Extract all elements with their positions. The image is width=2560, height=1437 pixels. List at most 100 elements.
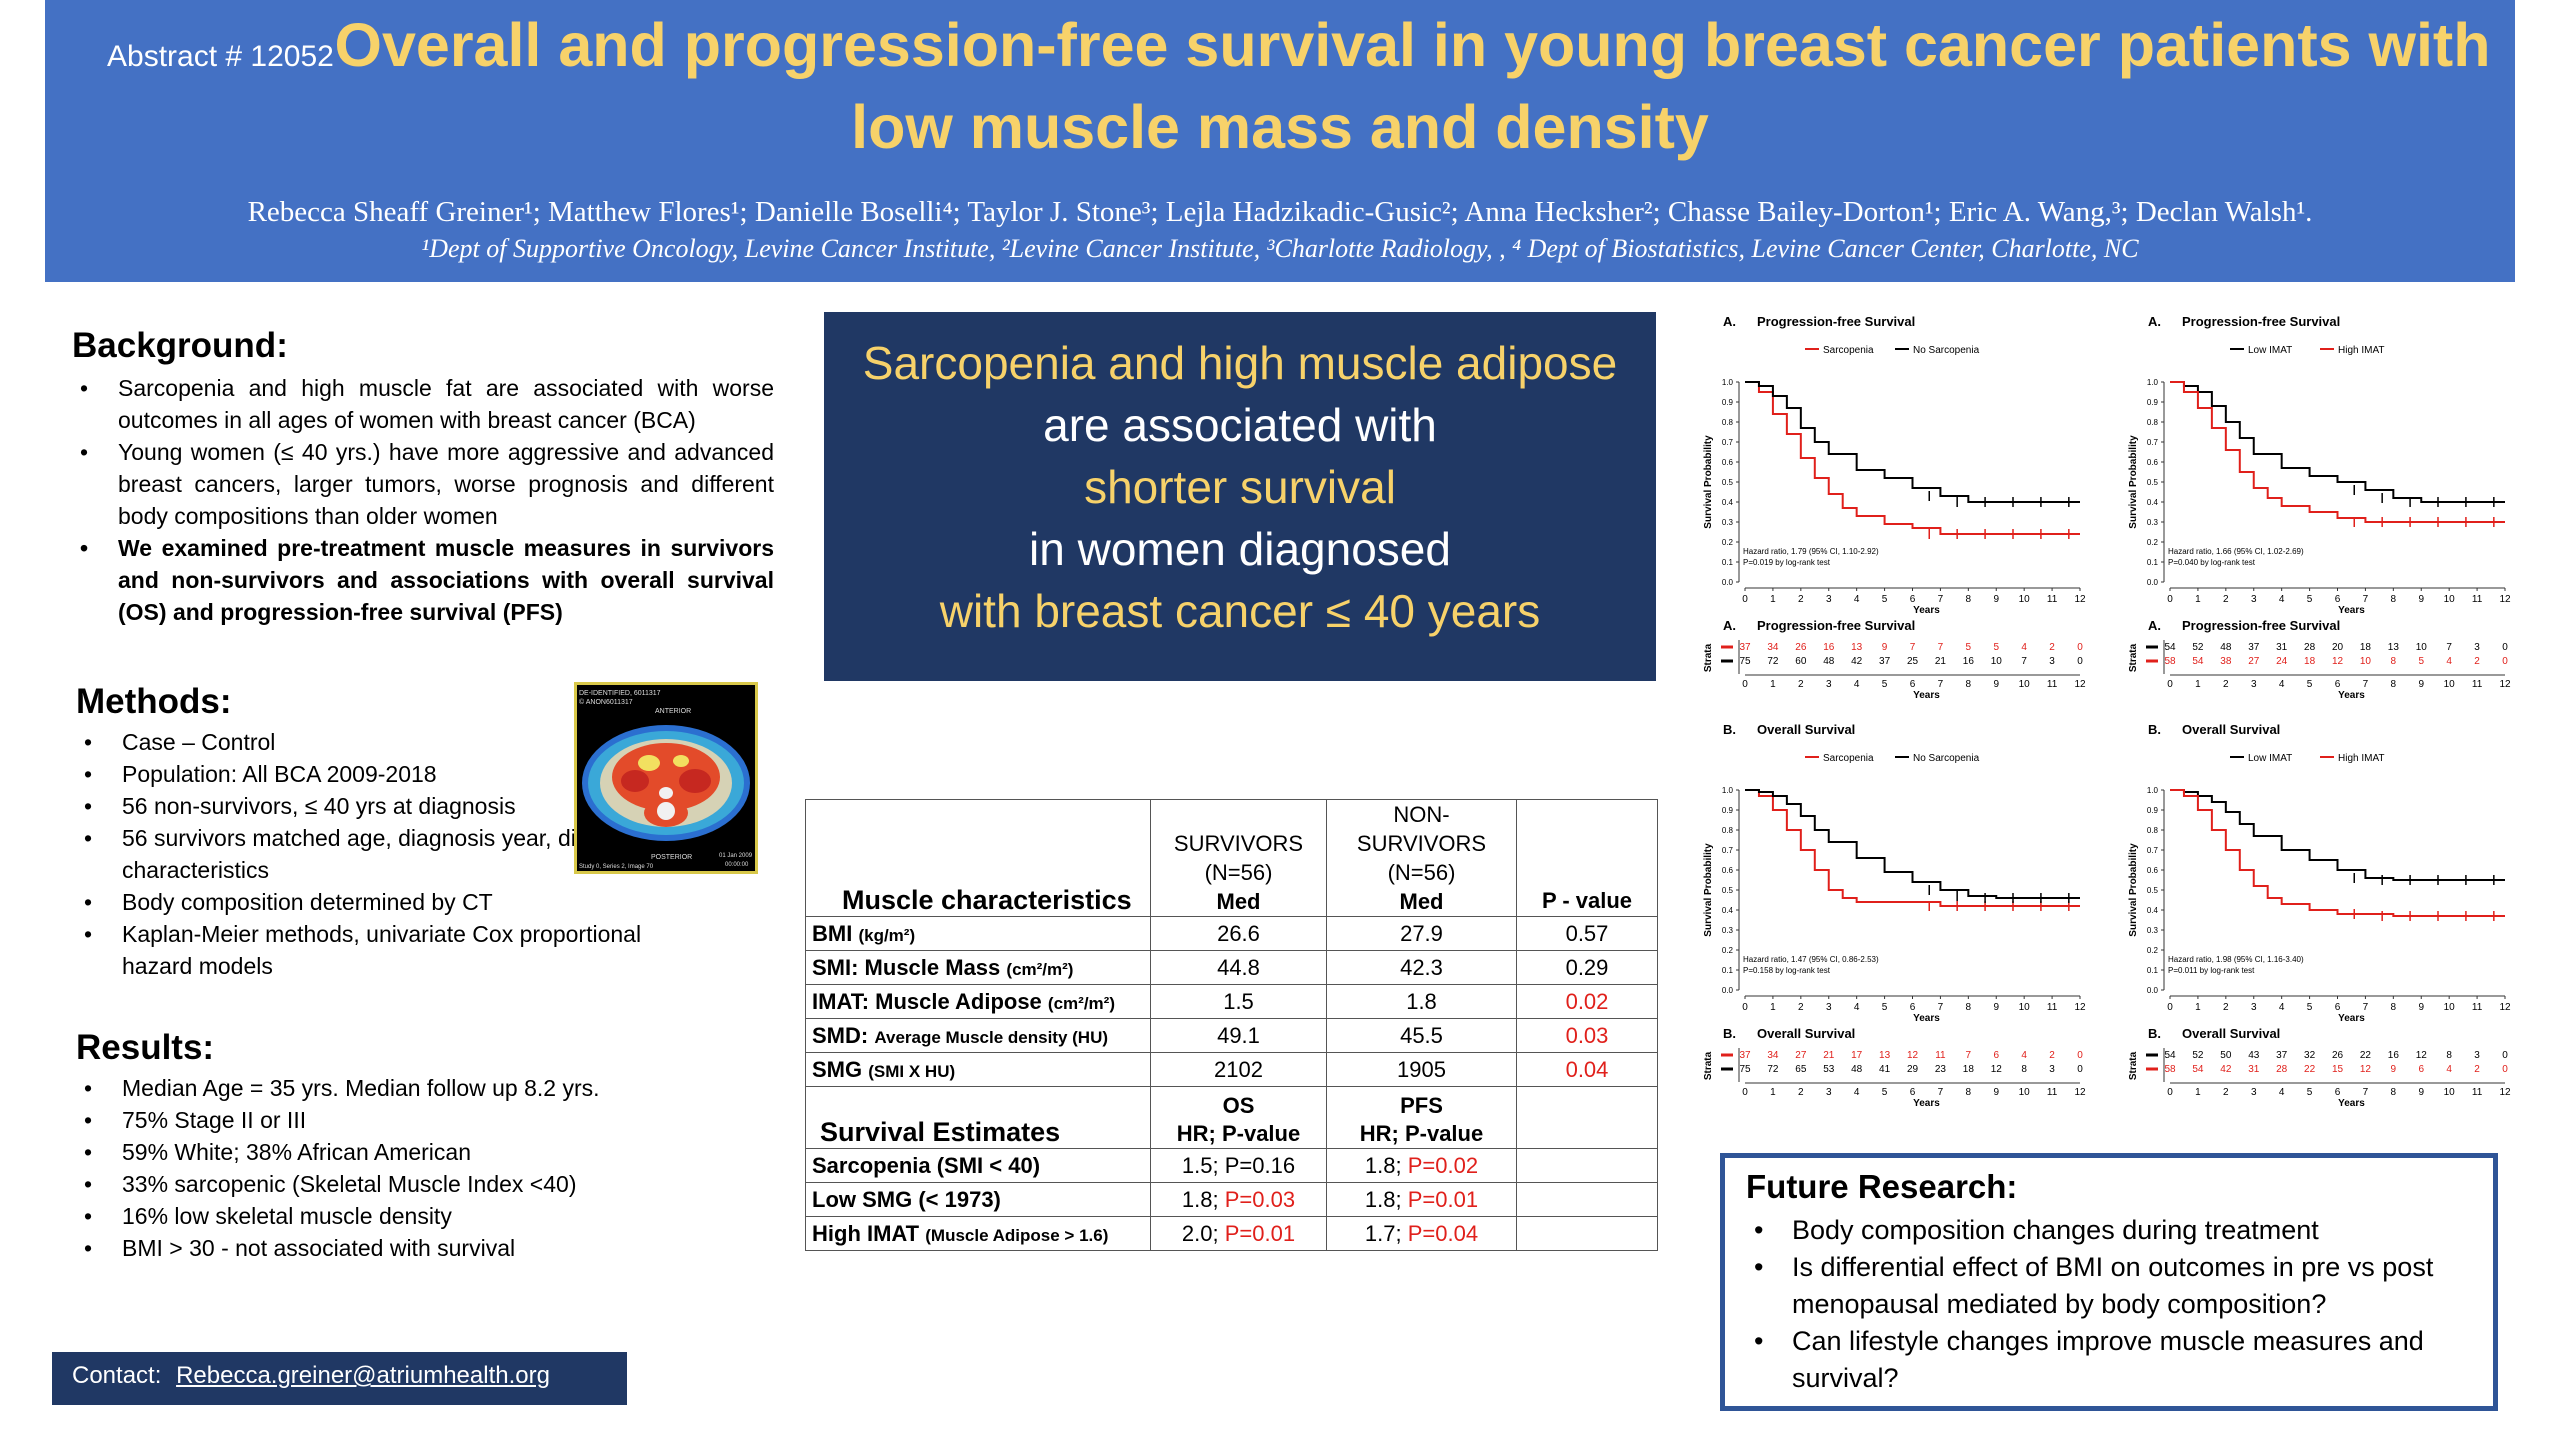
pfs-hr: 1.8; <box>1364 1152 1408 1178</box>
row-unit: (kg/m²) <box>858 925 916 945</box>
y-tick-label: 1.0 <box>2147 786 2159 795</box>
y-tick-label: 1.0 <box>2147 378 2159 387</box>
log-rank-annotation: P=0.019 by log-rank test <box>1743 558 1831 567</box>
author-list: Rebecca Sheaff Greiner¹; Matthew Flores¹… <box>247 196 2313 228</box>
cell-os: 2.0; P=0.01 <box>1150 1216 1327 1251</box>
x-tick-label: 11 <box>2047 594 2058 605</box>
legend-label: No Sarcopenia <box>1913 345 1980 356</box>
y-tick-label: 0.6 <box>2147 866 2159 875</box>
risk-x-tick-label: 7 <box>1938 1087 1944 1098</box>
strata-label: Strata <box>2128 643 2139 672</box>
x-tick-label: 3 <box>1826 594 1832 605</box>
ct-label-tl: DE-IDENTIFIED, 6011317 <box>579 690 661 697</box>
risk-x-tick-label: 3 <box>2251 1087 2257 1098</box>
y-axis-label: Survival Probability <box>2128 843 2139 937</box>
legend-label: High IMAT <box>2338 345 2385 356</box>
future-research-list: Body composition changes during treatmen… <box>1746 1212 2493 1397</box>
cell-non-survivors: 27.9 <box>1326 916 1517 951</box>
risk-x-tick-label: 4 <box>1854 1087 1860 1098</box>
cell-survivors: 1.5 <box>1150 984 1327 1019</box>
risk-x-tick-label: 6 <box>2335 1087 2341 1098</box>
y-tick-label: 0.7 <box>1722 438 1734 447</box>
risk-count: 16 <box>1823 642 1835 653</box>
risk-x-tick-label: 8 <box>1966 1087 1972 1098</box>
y-tick-label: 0.4 <box>1722 498 1734 507</box>
risk-x-tick-label: 8 <box>1966 679 1972 690</box>
risk-count: 42 <box>1851 656 1863 667</box>
risk-count: 32 <box>2304 1050 2316 1061</box>
risk-count: 0 <box>2077 1050 2083 1061</box>
row-name: BMI <box>812 920 853 946</box>
os-p: P=0.03 <box>1224 1186 1296 1212</box>
x-tick-label: 10 <box>2019 594 2031 605</box>
y-tick-label: 0.2 <box>2147 538 2159 547</box>
km-curve-low-imat <box>2170 381 2505 503</box>
risk-count: 31 <box>2248 1064 2260 1075</box>
km-curve-sarcopenia <box>1745 789 2080 907</box>
background-list: Sarcopenia and high muscle fat are assoc… <box>72 372 774 628</box>
list-item: Sarcopenia and high muscle fat are assoc… <box>72 372 774 436</box>
risk-count: 5 <box>1993 642 1999 653</box>
risk-x-tick-label: 11 <box>2472 1087 2483 1098</box>
table-row: Low SMG (< 1973) 1.8; P=0.03 1.8; P=0.01 <box>805 1182 1658 1217</box>
risk-x-tick-label: 3 <box>1826 1087 1832 1098</box>
background-heading: Background: <box>72 326 288 365</box>
x-tick-label: 1 <box>1770 594 1776 605</box>
contact-box: Contact: Rebecca.greiner@atriumhealth.or… <box>52 1352 627 1405</box>
risk-count: 28 <box>2276 1064 2288 1075</box>
future-research-heading: Future Research: <box>1746 1168 2018 1205</box>
list-item: 75% Stage II or III <box>76 1104 776 1136</box>
km-curve-high-imat <box>2170 789 2505 917</box>
x-tick-label: 10 <box>2444 594 2456 605</box>
x-tick-label: 8 <box>1966 594 1972 605</box>
cell-pfs: 1.8; P=0.01 <box>1326 1182 1517 1217</box>
hazard-ratio-annotation: Hazard ratio, 1.66 (95% CI, 1.02-2.69) <box>2168 547 2304 556</box>
risk-count: 25 <box>1907 656 1919 667</box>
risk-count: 7 <box>2021 656 2027 667</box>
risk-x-tick-label: 5 <box>1882 679 1888 690</box>
risk-x-tick-label: 3 <box>2251 679 2257 690</box>
risk-x-tick-label: 3 <box>1826 679 1832 690</box>
table-header-row: Muscle characteristics SURVIVORS (N=56) … <box>805 799 1658 917</box>
x-tick-label: 12 <box>2074 1002 2086 1013</box>
risk-x-tick-label: 9 <box>2418 679 2424 690</box>
panel-letter: A. <box>2148 314 2161 329</box>
affiliations: ¹Dept of Supportive Oncology, Levine Can… <box>421 234 2139 263</box>
y-tick-label: 1.0 <box>1722 786 1734 795</box>
risk-count: 0 <box>2502 642 2508 653</box>
risk-x-axis-label: Years <box>1913 690 1940 701</box>
legend-label: No Sarcopenia <box>1913 753 1980 764</box>
risk-count: 18 <box>1963 1064 1975 1075</box>
y-tick-label: 0.5 <box>2147 478 2159 487</box>
risk-count: 21 <box>1823 1050 1835 1061</box>
x-tick-label: 4 <box>1854 594 1860 605</box>
risk-count: 12 <box>1907 1050 1919 1061</box>
x-tick-label: 2 <box>2223 1002 2229 1013</box>
x-tick-label: 3 <box>1826 1002 1832 1013</box>
panel-letter: B. <box>1723 1026 1736 1041</box>
risk-count: 13 <box>2388 642 2400 653</box>
risk-x-tick-label: 2 <box>1798 1087 1804 1098</box>
risk-count: 26 <box>2332 1050 2344 1061</box>
risk-count: 23 <box>1935 1064 1947 1075</box>
y-tick-label: 0.3 <box>2147 518 2159 527</box>
list-item: 33% sarcopenic (Skeletal Muscle Index <4… <box>76 1168 776 1200</box>
contact-email-link[interactable]: Rebecca.greiner@atriumhealth.org <box>176 1362 550 1389</box>
header-survivors-n: (N=56) <box>1204 860 1273 885</box>
risk-count: 12 <box>1991 1064 2003 1075</box>
km-chart-pfs-sarcopenia: A. Progression-free Survival Sarcopenia No … <box>1703 314 2086 701</box>
key-message-box: Sarcopenia and high muscle adipose are a… <box>824 312 1656 681</box>
ct-label-bottom: POSTERIOR <box>651 854 692 861</box>
risk-count: 52 <box>2192 642 2204 653</box>
ct-scan-graphic: DE-IDENTIFIED, 6011317 © ANON6011317 ANT… <box>579 690 753 870</box>
header-non-survivors: NON-SURVIVORS (N=56) Med <box>1326 799 1517 917</box>
risk-x-tick-label: 1 <box>2195 679 2201 690</box>
risk-count: 9 <box>1882 642 1888 653</box>
cell-survivors: 44.8 <box>1150 950 1327 985</box>
risk-count: 37 <box>1739 1050 1751 1061</box>
y-tick-label: 0.1 <box>2147 966 2159 975</box>
ct-label-br2: 00:00:00 <box>725 862 749 868</box>
risk-count: 58 <box>2164 656 2176 667</box>
risk-count: 10 <box>2416 642 2428 653</box>
key-message-line5: with breast cancer ≤ 40 years <box>939 585 1541 637</box>
